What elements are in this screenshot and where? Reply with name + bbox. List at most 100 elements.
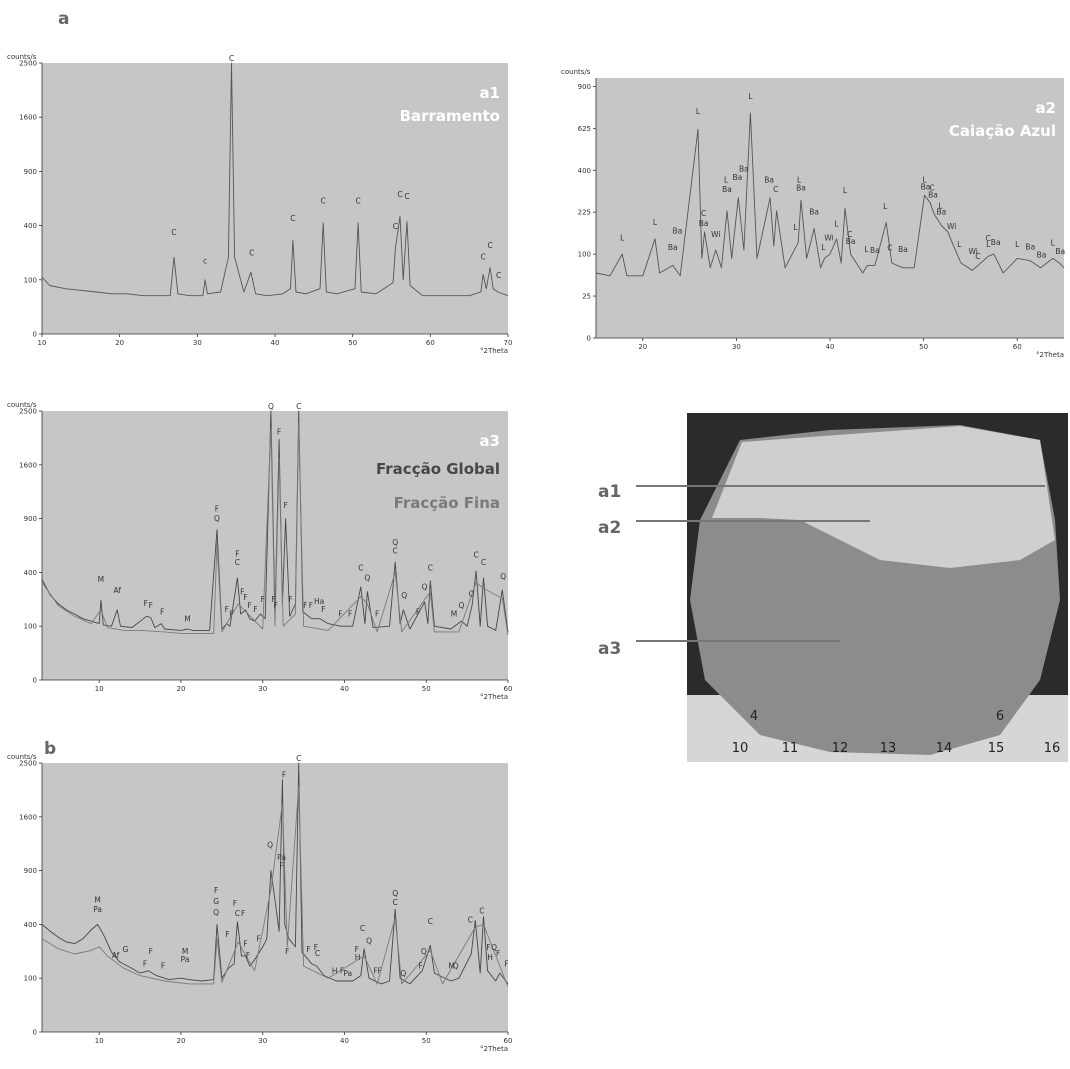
- peak-label: L: [1051, 239, 1056, 248]
- peak-label: F: [149, 947, 153, 956]
- panel-title: a2: [1035, 99, 1056, 117]
- x-tick-label: 70: [504, 339, 513, 347]
- x-tick-label: 30: [258, 1037, 267, 1045]
- peak-label: Q: [400, 969, 406, 978]
- plot-area: [42, 411, 508, 680]
- peak-label: F: [496, 949, 500, 958]
- ruler-label: 16: [1044, 741, 1061, 756]
- x-tick-label: 30: [732, 343, 741, 351]
- sample-name: Caiação Azul: [949, 122, 1056, 140]
- peak-label: Ba: [673, 226, 683, 235]
- x-tick-label: 50: [422, 1037, 431, 1045]
- peak-label: F: [144, 599, 148, 608]
- peak-label: F: [283, 501, 287, 510]
- y-tick-label: 225: [578, 209, 591, 217]
- y-axis-label: counts/s: [7, 753, 37, 761]
- x-tick-label: 50: [348, 339, 357, 347]
- peak-label: F: [340, 967, 344, 976]
- x-axis-label: °2Theta: [480, 347, 508, 355]
- peak-label: Ba: [928, 191, 938, 200]
- x-tick-label: 50: [422, 685, 431, 693]
- ruler-label: 14: [936, 741, 953, 756]
- peak-label: Ba: [699, 219, 709, 228]
- y-tick-label: 0: [33, 1029, 37, 1037]
- peak-label: Pa: [181, 955, 190, 964]
- y-tick-label: 900: [24, 515, 37, 523]
- xrd-pattern: [41, 62, 509, 297]
- peak-label: F: [253, 605, 257, 614]
- whitewash: [712, 426, 1055, 568]
- peak-label: G: [122, 945, 128, 954]
- x-tick-label: 20: [638, 343, 647, 351]
- ruler-label: 12: [832, 741, 849, 756]
- peak-label: F: [230, 610, 234, 619]
- peak-label: Q: [458, 601, 464, 610]
- x-tick-label: 30: [193, 339, 202, 347]
- peak-label: M: [451, 610, 457, 619]
- peak-label: F: [377, 967, 381, 976]
- y-tick-label: 100: [24, 623, 37, 631]
- y-tick-label: 100: [24, 975, 37, 983]
- peak-label: F: [288, 595, 292, 604]
- y-axis-label: counts/s: [7, 53, 37, 61]
- peak-label: L: [724, 175, 729, 184]
- peak-label: c: [203, 256, 207, 265]
- peak-label: H: [332, 967, 338, 976]
- peak-label: Ba: [1037, 250, 1047, 259]
- x-tick-label: 10: [95, 685, 104, 693]
- peak-label: C: [701, 209, 706, 218]
- peak-label: C: [321, 197, 326, 206]
- y-tick-label: 900: [24, 168, 37, 176]
- y-axis-label: counts/s: [561, 68, 591, 76]
- peak-label: C: [404, 192, 409, 201]
- peak-label: L: [620, 233, 625, 242]
- peak-label: C: [975, 252, 980, 261]
- y-tick-label: 400: [24, 921, 37, 929]
- y-tick-label: 400: [24, 569, 37, 577]
- peak-label: C: [887, 243, 892, 252]
- peak-label: L: [922, 175, 927, 184]
- peak-label: C: [496, 271, 501, 280]
- peak-label: C: [393, 898, 398, 907]
- peak-label: C: [468, 915, 473, 924]
- peak-label: F: [306, 945, 310, 954]
- sample-name: Barramento: [400, 107, 500, 125]
- x-tick-label: 60: [504, 1037, 513, 1045]
- peak-label: Ba: [739, 164, 749, 173]
- peak-label: Q: [267, 841, 273, 850]
- peak-label: C: [249, 248, 254, 257]
- peak-label: C: [235, 909, 240, 918]
- peak-label: L: [864, 245, 869, 254]
- peak-label: Af: [112, 951, 120, 960]
- peak-label: Ba: [991, 238, 1001, 247]
- peak-label: M: [98, 575, 104, 584]
- peak-label: C: [847, 230, 852, 239]
- peak-label: C: [393, 547, 398, 556]
- peak-label: F: [246, 951, 250, 960]
- photo-label: a1: [598, 482, 621, 502]
- peak-label: L: [696, 107, 701, 116]
- peak-label: F: [282, 771, 286, 780]
- peak-label: Q: [392, 889, 398, 898]
- x-tick-label: 40: [271, 339, 280, 347]
- peak-label: C: [171, 228, 176, 237]
- peak-label: F: [247, 601, 251, 610]
- ruler-label: 11: [782, 741, 799, 756]
- peak-label: C: [773, 185, 778, 194]
- peak-label: F: [240, 588, 244, 597]
- xrd-pattern: [41, 762, 509, 985]
- peak-label: F: [274, 601, 278, 610]
- ruler-label: 10: [732, 741, 749, 756]
- peak-label: F: [243, 940, 247, 949]
- peak-label: L: [653, 218, 658, 227]
- peak-label: C: [290, 214, 295, 223]
- peak-label: C: [296, 402, 301, 411]
- ruler-label: 13: [880, 741, 897, 756]
- peak-label: H: [355, 953, 361, 962]
- peak-label: F: [225, 605, 229, 614]
- peak-label: C: [360, 924, 365, 933]
- peak-label: F: [418, 962, 422, 971]
- peak-label: Ba: [846, 237, 856, 246]
- y-tick-label: 0: [33, 677, 37, 685]
